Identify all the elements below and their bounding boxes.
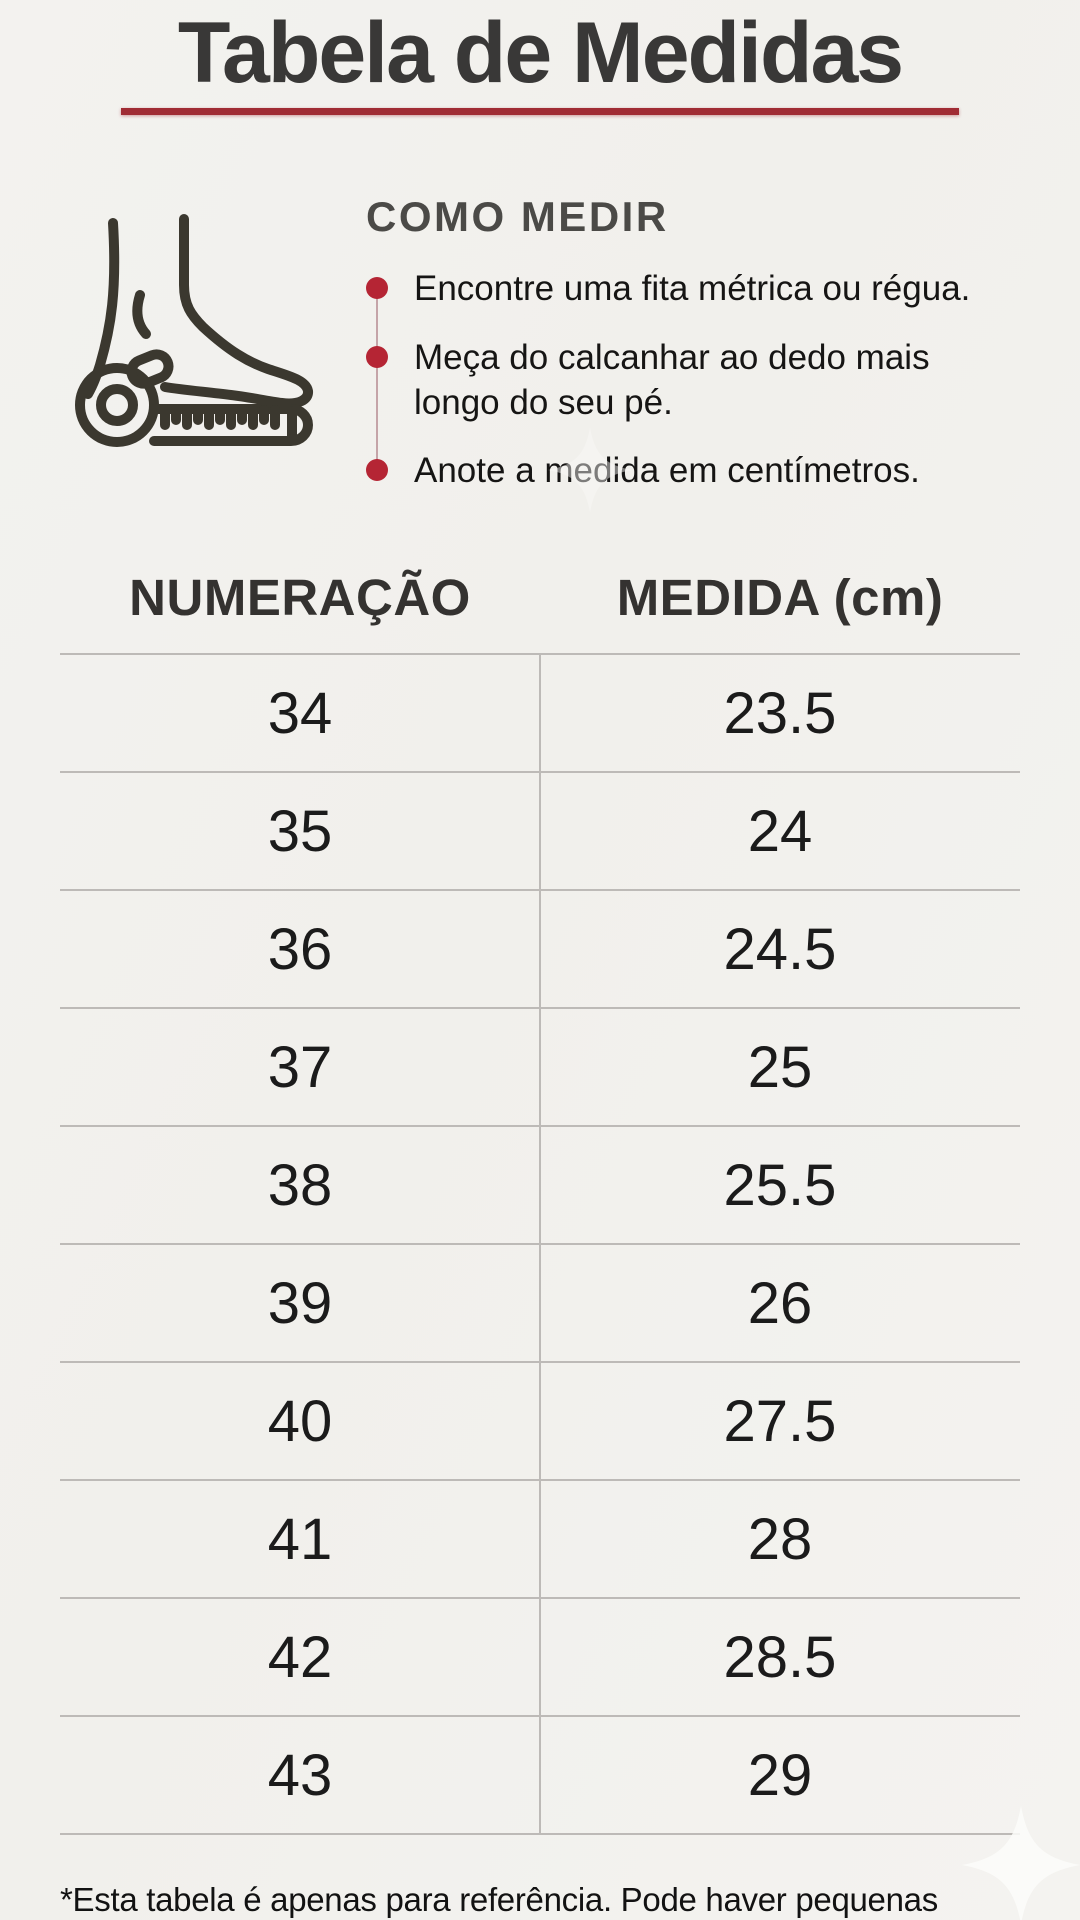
cm-cell: 29 bbox=[747, 1742, 813, 1808]
title-underline bbox=[121, 108, 959, 115]
column-divider-line bbox=[539, 655, 541, 1836]
page-title: Tabela de Medidas bbox=[177, 5, 904, 101]
size-cell: 36 bbox=[267, 916, 333, 982]
cm-cell: 25.5 bbox=[723, 1152, 837, 1218]
steps-list: Encontre uma fita métrica ou régua. Meça… bbox=[366, 267, 1006, 494]
step-text: Meça do calcanhar ao dedo mais longo do … bbox=[414, 337, 930, 422]
size-cell: 37 bbox=[267, 1034, 333, 1100]
how-to-measure-heading: COMO MEDIR bbox=[366, 193, 669, 240]
step-item: Anote a medida em centímetros. bbox=[366, 449, 986, 494]
cm-cell: 23.5 bbox=[723, 680, 837, 746]
size-table: NUMERAÇÃO MEDIDA (cm) 34 23.5 35 24 36 2… bbox=[60, 568, 1020, 1836]
step-item: Encontre uma fita métrica ou régua. bbox=[366, 267, 986, 312]
size-cell: 35 bbox=[267, 798, 333, 864]
sparkle-icon bbox=[962, 1806, 1080, 1920]
cm-cell: 24.5 bbox=[723, 916, 837, 982]
size-cell: 40 bbox=[267, 1388, 333, 1454]
cm-cell: 27.5 bbox=[723, 1388, 837, 1454]
size-cell: 39 bbox=[267, 1270, 333, 1336]
steps-connector-line bbox=[376, 291, 378, 463]
size-table-body: 34 23.5 35 24 36 24.5 37 25 38 25.5 39 2… bbox=[60, 653, 1020, 1836]
column-header-numeracao: NUMERAÇÃO bbox=[129, 569, 471, 627]
foot-measurement-icon bbox=[60, 199, 332, 466]
cm-cell: 24 bbox=[747, 798, 813, 864]
step-item: Meça do calcanhar ao dedo mais longo do … bbox=[366, 336, 986, 426]
cm-cell: 25 bbox=[747, 1034, 813, 1100]
red-dot-bullet-icon bbox=[366, 277, 388, 299]
step-text: Encontre uma fita métrica ou régua. bbox=[414, 269, 971, 308]
how-to-measure-content: COMO MEDIR Encontre uma fita métrica ou … bbox=[366, 193, 1006, 518]
sparkle-icon bbox=[548, 428, 632, 512]
size-cell: 34 bbox=[267, 680, 333, 746]
cm-cell: 26 bbox=[747, 1270, 813, 1336]
footnote: *Esta tabela é apenas para referência. P… bbox=[60, 1881, 938, 1920]
red-dot-bullet-icon bbox=[366, 345, 388, 368]
size-cell: 41 bbox=[267, 1506, 333, 1572]
size-cell: 42 bbox=[267, 1624, 333, 1690]
table-row: 35 24 bbox=[60, 773, 1020, 892]
column-header-medida: MEDIDA (cm) bbox=[616, 569, 944, 627]
cm-cell: 28 bbox=[747, 1506, 813, 1572]
red-dot-bullet-icon bbox=[366, 459, 388, 482]
cm-cell: 28.5 bbox=[723, 1624, 837, 1690]
size-table-header: NUMERAÇÃO MEDIDA (cm) bbox=[60, 568, 1020, 653]
how-to-measure-section: COMO MEDIR Encontre uma fita métrica ou … bbox=[0, 193, 1080, 518]
size-cell: 38 bbox=[267, 1152, 333, 1218]
step-text: Anote a medida em centímetros. bbox=[414, 451, 920, 491]
table-row: 37 25 bbox=[60, 1009, 1020, 1128]
size-cell: 43 bbox=[267, 1742, 333, 1808]
